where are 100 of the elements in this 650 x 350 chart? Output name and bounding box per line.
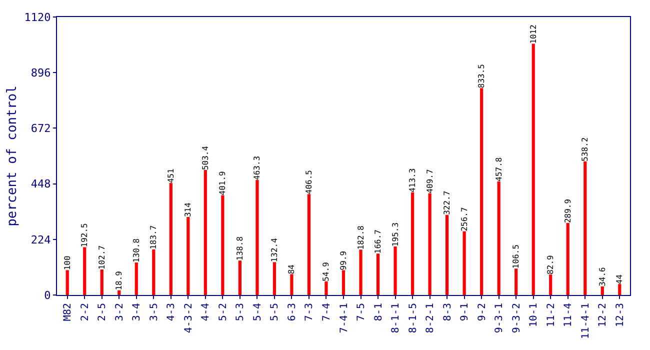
x-tick-label: 2-5 bbox=[97, 303, 108, 322]
bar bbox=[134, 262, 138, 295]
bar bbox=[272, 262, 276, 295]
x-tick-label: 7-4-1 bbox=[338, 303, 350, 334]
x-tick-label: 3-5 bbox=[148, 303, 160, 322]
bar bbox=[446, 214, 449, 295]
bar bbox=[342, 270, 346, 295]
bar bbox=[584, 161, 587, 295]
bar bbox=[497, 181, 500, 295]
bar bbox=[618, 284, 622, 295]
x-tick-label: 12-2 bbox=[598, 303, 609, 328]
bar bbox=[256, 180, 259, 295]
data-label: 138.8 bbox=[235, 236, 244, 261]
bar bbox=[462, 231, 466, 295]
data-label: 183.7 bbox=[149, 225, 158, 250]
x-tick-label: 10-1 bbox=[528, 303, 540, 328]
data-label: 192.5 bbox=[80, 222, 90, 248]
x-tick-label: 8-2-1 bbox=[425, 303, 436, 334]
bar bbox=[169, 183, 172, 295]
y-axis-title: percent of control bbox=[5, 86, 20, 226]
bar bbox=[566, 223, 570, 295]
data-label: 18.9 bbox=[114, 270, 124, 290]
x-tick-label: 12-3 bbox=[614, 303, 626, 328]
bar bbox=[532, 44, 535, 295]
data-label: 166.7 bbox=[374, 229, 383, 254]
x-tick-label: 7-4 bbox=[321, 303, 332, 322]
x-tick-label: 8-1-1 bbox=[390, 303, 402, 334]
x-tick-label: 9-1 bbox=[460, 303, 471, 322]
data-label: 82.9 bbox=[546, 254, 556, 274]
data-label: 463.3 bbox=[252, 156, 262, 180]
bar bbox=[359, 250, 362, 295]
bar bbox=[428, 193, 432, 295]
x-tick-label: 8-1 bbox=[373, 303, 384, 322]
x-tick-label: 5-5 bbox=[270, 303, 281, 322]
bar bbox=[514, 268, 518, 295]
data-label: 503.4 bbox=[200, 146, 210, 170]
x-tick-label: 9-3-2 bbox=[511, 303, 522, 334]
x-tick-label: M82 bbox=[62, 303, 74, 322]
bar bbox=[152, 249, 156, 295]
bar bbox=[100, 270, 104, 295]
bar bbox=[186, 217, 190, 295]
y-tick-label: 1120 bbox=[24, 10, 51, 24]
data-label: 1012 bbox=[528, 24, 538, 44]
data-label: 406.5 bbox=[304, 170, 314, 194]
x-tick-label: 11-4-1 bbox=[580, 303, 592, 340]
x-tick-label: 11-2 bbox=[546, 303, 557, 328]
bar bbox=[290, 274, 294, 295]
data-label: 451 bbox=[166, 168, 176, 184]
data-label: 833.5 bbox=[477, 64, 486, 88]
x-tick-label: 7-3 bbox=[304, 303, 316, 322]
data-label: 538.2 bbox=[580, 137, 590, 162]
data-label: 100 bbox=[62, 256, 72, 270]
data-label: 322.7 bbox=[442, 190, 452, 215]
bar bbox=[549, 274, 552, 295]
data-label: 99.9 bbox=[339, 250, 348, 270]
x-tick-label: 8-3 bbox=[442, 303, 454, 322]
data-label: 413.3 bbox=[408, 168, 418, 192]
data-label: 54.9 bbox=[322, 262, 331, 282]
data-label: 289.9 bbox=[563, 198, 572, 224]
x-tick-label: 5-3 bbox=[235, 303, 246, 322]
bar bbox=[66, 270, 69, 295]
bar bbox=[204, 170, 207, 295]
y-tick-label: 0 bbox=[44, 288, 51, 302]
bar bbox=[238, 260, 242, 295]
bar bbox=[118, 290, 121, 295]
data-label: 256.7 bbox=[460, 207, 469, 232]
x-tick-label: 9-2 bbox=[476, 303, 488, 322]
x-tick-label: 2-2 bbox=[80, 303, 91, 322]
data-label: 195.3 bbox=[390, 222, 400, 247]
bar bbox=[307, 194, 311, 295]
bar bbox=[324, 281, 328, 295]
data-label: 457.8 bbox=[494, 157, 504, 182]
bar bbox=[376, 254, 380, 295]
bar bbox=[600, 286, 604, 295]
x-tick-label: 8-1-5 bbox=[408, 303, 419, 334]
x-tick-label: 6-3 bbox=[286, 303, 298, 322]
x-tick-label: 7-5 bbox=[356, 303, 368, 322]
y-tick-label: 672 bbox=[30, 122, 51, 136]
x-tick-label: 3-2 bbox=[114, 303, 126, 322]
x-tick-label: 5-2 bbox=[218, 303, 229, 322]
data-label: 182.8 bbox=[356, 225, 366, 250]
bar bbox=[83, 247, 86, 295]
bar bbox=[410, 192, 414, 295]
bar bbox=[394, 246, 397, 295]
data-label: 44 bbox=[615, 274, 624, 284]
x-tick-label: 3-4 bbox=[132, 303, 143, 322]
data-label: 132.4 bbox=[270, 238, 279, 262]
x-tick-label: 4-3 bbox=[166, 303, 178, 322]
y-tick-label: 896 bbox=[30, 66, 51, 80]
x-tick-label: 5-4 bbox=[252, 303, 264, 322]
x-tick-label: 4-3-2 bbox=[183, 303, 194, 334]
y-tick-label: 448 bbox=[30, 178, 51, 191]
bar bbox=[221, 195, 224, 295]
data-label: 409.7 bbox=[425, 169, 434, 194]
data-label: 130.8 bbox=[132, 238, 141, 263]
x-tick-label: 9-3-1 bbox=[494, 303, 506, 334]
data-label: 314 bbox=[184, 202, 193, 218]
data-label: 34.6 bbox=[598, 266, 607, 286]
data-label: 106.5 bbox=[512, 244, 521, 269]
data-label: 84 bbox=[287, 264, 296, 274]
